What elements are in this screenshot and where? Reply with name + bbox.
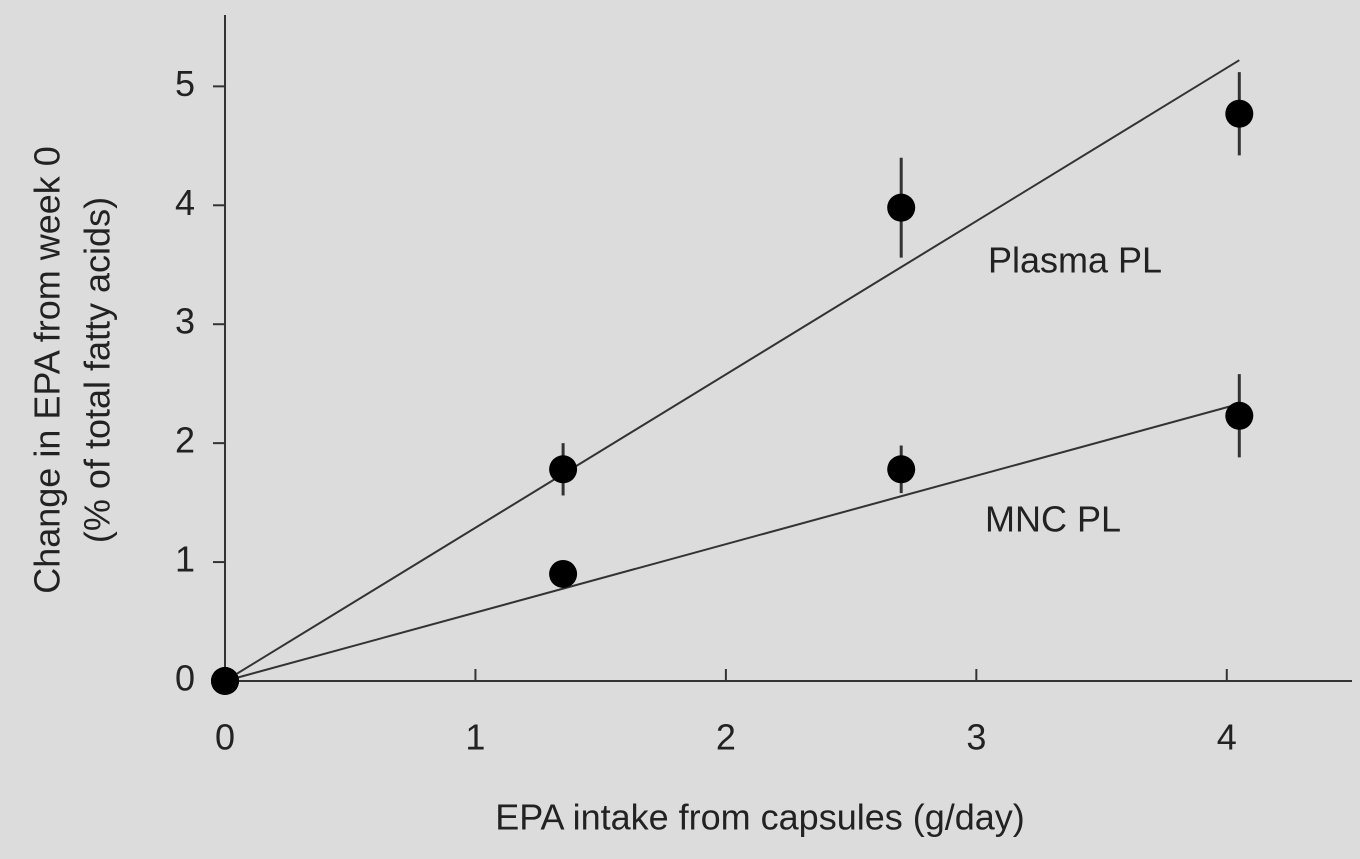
y-axis-label: Change in EPA from week 0 [27,146,68,594]
fit-line [224,59,1240,682]
x-tick-label: 2 [716,717,736,758]
series-label: MNC PL [985,499,1121,540]
point [887,193,916,222]
x-tick-label: 1 [465,717,485,758]
x-axis-label: EPA intake from capsules (g/day) [495,797,1025,838]
y-axis-label: (% of total fatty acids) [77,197,118,543]
x-tick-label: 0 [215,717,235,758]
point [887,455,916,484]
x-tick-label: 4 [1217,717,1237,758]
point [1225,99,1254,128]
y-tick-label: 3 [175,301,195,342]
y-tick-label: 0 [175,658,195,699]
y-tick-label: 4 [175,182,195,223]
point [549,559,578,588]
point [549,455,578,484]
point [211,667,239,695]
x-tick-label: 3 [966,717,986,758]
y-tick-label: 2 [175,420,195,461]
y-tick-label: 1 [175,539,195,580]
point [1225,401,1254,430]
y-tick-label: 5 [175,63,195,104]
series-label: Plasma PL [988,240,1162,281]
fit-line [224,402,1240,682]
